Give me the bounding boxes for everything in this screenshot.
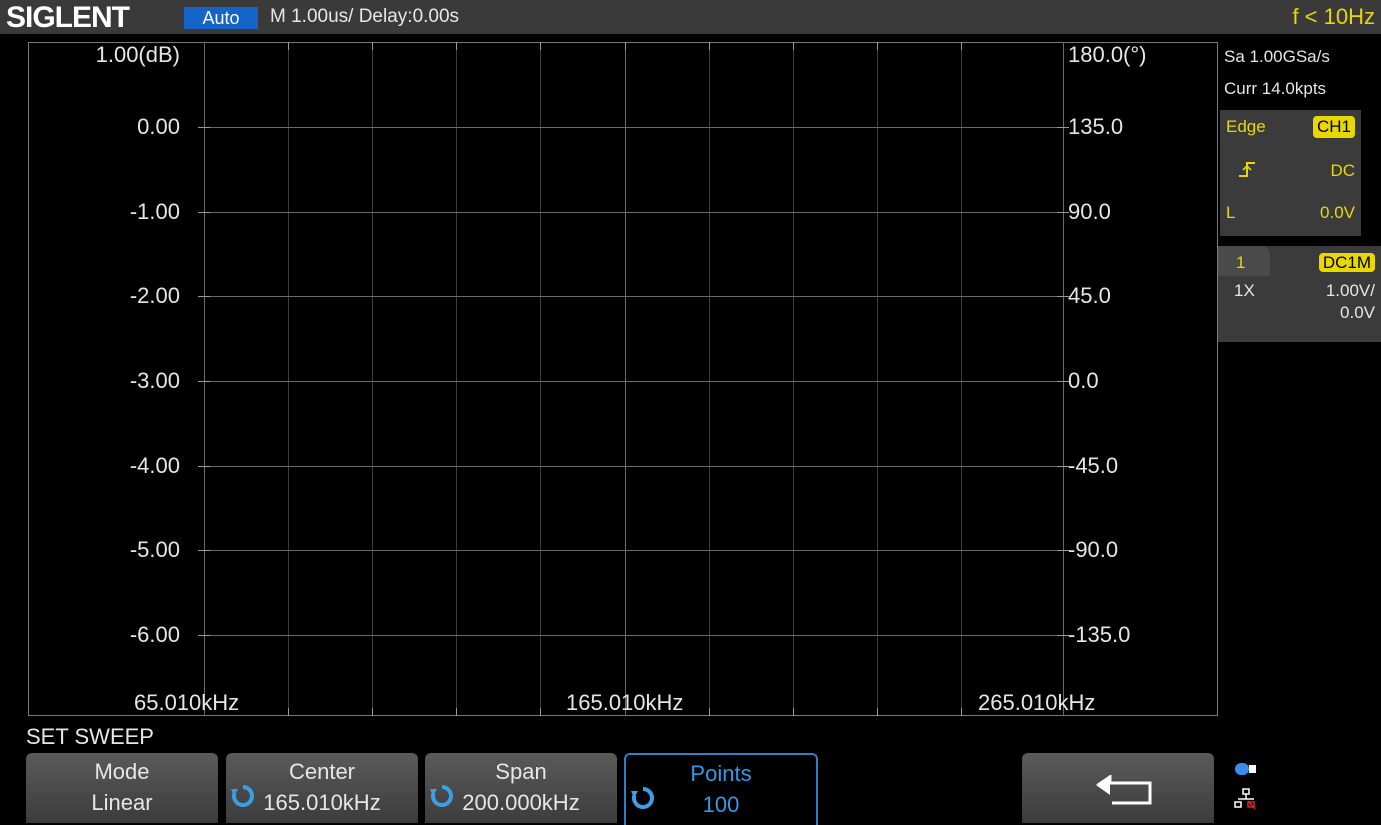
- frequency-axis-label-center: 165.010kHz: [566, 690, 684, 715]
- channel-coupling-badge: DC1M: [1318, 253, 1375, 272]
- trigger-source-badge: CH1: [1312, 116, 1355, 138]
- plot-grid: [28, 42, 1218, 716]
- sample-rate-readout: Sa 1.00GSa/s: [1224, 47, 1330, 66]
- phase-axis-label: 90.0: [1068, 199, 1111, 224]
- softkey-value: 165.010kHz: [263, 790, 381, 815]
- channel-number: 1: [1236, 253, 1246, 272]
- magnitude-axis-label: -6.00: [129, 622, 180, 647]
- menu-title: SET SWEEP: [26, 724, 154, 749]
- softkey-value: Linear: [91, 790, 153, 815]
- rotary-knob-icon: [231, 785, 254, 807]
- magnitude-axis-label: -2.00: [129, 283, 180, 308]
- softkey-center[interactable]: Center 165.010kHz: [226, 753, 418, 823]
- phase-axis-label: 0.0: [1068, 368, 1099, 393]
- trigger-frequency-readout: f < 10Hz: [1292, 4, 1375, 29]
- trigger-type-label: Edge: [1226, 117, 1266, 136]
- phase-axis-label: 180.0(°): [1068, 42, 1147, 67]
- acquisition-info[interactable]: Sa 1.00GSa/s Curr 14.0kpts: [1218, 44, 1381, 108]
- bode-plot-area[interactable]: 1.00(dB) 0.00 -1.00 -2.00 -3.00 -4.00 -5…: [28, 42, 1218, 716]
- trigger-coupling-label: DC: [1330, 161, 1355, 180]
- timebase-readout: M 1.00us/ Delay:0.00s: [270, 6, 460, 27]
- phase-axis-label: 135.0: [1068, 114, 1124, 139]
- usb-storage-icon: [1235, 763, 1256, 775]
- top-status-bar: SIGLENT Auto M 1.00us/ Delay:0.00s f < 1…: [0, 0, 1381, 34]
- trigger-level-label: L: [1226, 203, 1236, 222]
- probe-attenuation: 1X: [1234, 281, 1255, 300]
- frequency-axis-label-end: 265.010kHz: [978, 690, 1096, 715]
- trigger-level-value: 0.0V: [1320, 203, 1355, 222]
- system-status-area: [1222, 753, 1381, 823]
- softkey-label: Points: [690, 761, 752, 786]
- softkey-span[interactable]: Span 200.000kHz: [425, 753, 617, 823]
- softkey-label: Span: [495, 759, 547, 784]
- trigger-info-panel[interactable]: Edge CH1 DC L 0.0V: [1218, 110, 1361, 236]
- magnitude-axis-label: 0.00: [137, 114, 180, 139]
- softkey-value: 100: [702, 792, 740, 817]
- vertical-offset: 0.0V: [1340, 303, 1375, 322]
- rotary-knob-icon: [631, 787, 654, 809]
- softkey-points[interactable]: Points 100: [624, 753, 818, 825]
- phase-axis-label: 45.0: [1068, 283, 1111, 308]
- phase-axis-label: -45.0: [1068, 453, 1119, 478]
- channel-tab: [1218, 246, 1270, 276]
- frequency-axis-label-start: 65.010kHz: [134, 690, 240, 715]
- softkey-mode[interactable]: Mode Linear: [26, 753, 218, 823]
- network-icon: [1234, 788, 1256, 810]
- magnitude-axis-label: 1.00(dB): [95, 42, 180, 67]
- trigger-mode-badge[interactable]: Auto: [184, 7, 258, 29]
- softkey-label: Mode: [94, 759, 150, 784]
- magnitude-axis-label: -1.00: [129, 199, 180, 224]
- softkey-value: 200.000kHz: [462, 790, 580, 815]
- rotary-knob-icon: [430, 785, 453, 807]
- memory-depth-readout: Curr 14.0kpts: [1224, 79, 1327, 98]
- magnitude-axis-label: -3.00: [129, 368, 180, 393]
- channel1-info-panel[interactable]: 1 DC1M 1X 1.00V/ 0.0V: [1218, 246, 1381, 342]
- phase-axis-label: -90.0: [1068, 537, 1119, 562]
- magnitude-axis-label: -4.00: [129, 453, 180, 478]
- brand-logo: SIGLENT: [6, 1, 130, 34]
- magnitude-axis-label: -5.00: [129, 537, 180, 562]
- return-arrow-icon: [1096, 775, 1152, 805]
- vertical-scale: 1.00V/: [1325, 281, 1375, 300]
- softkey-label: Center: [288, 759, 356, 784]
- phase-axis-label: -135.0: [1068, 622, 1131, 647]
- softkey-back[interactable]: [1022, 753, 1214, 823]
- rising-edge-icon: [1238, 160, 1256, 184]
